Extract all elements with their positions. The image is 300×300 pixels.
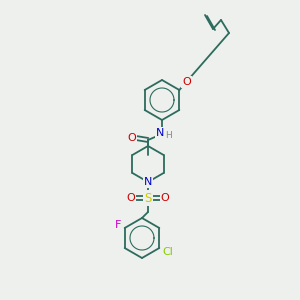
- Text: S: S: [144, 191, 152, 205]
- Text: O: O: [128, 133, 136, 143]
- Text: Cl: Cl: [162, 247, 173, 257]
- Text: N: N: [156, 128, 164, 138]
- Text: H: H: [165, 131, 171, 140]
- Text: O: O: [182, 77, 191, 87]
- Text: O: O: [160, 193, 169, 203]
- Text: F: F: [115, 220, 121, 230]
- Text: N: N: [144, 177, 152, 187]
- Text: O: O: [127, 193, 135, 203]
